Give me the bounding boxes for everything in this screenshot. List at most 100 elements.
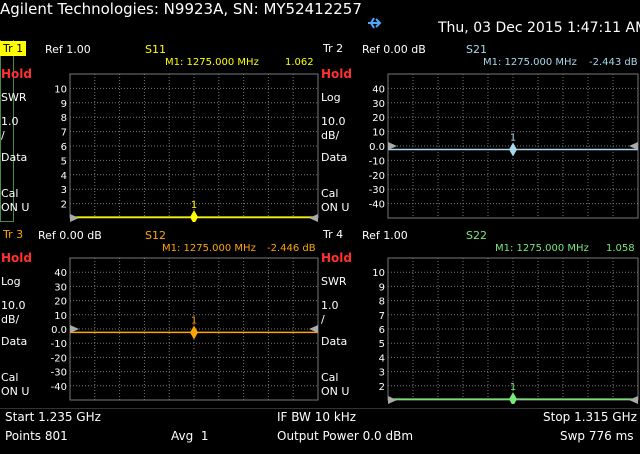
- panel-tr3[interactable]: Tr 3 Ref 0.00 dB S12 M1: 1275.000 MHz -2…: [0, 226, 320, 408]
- trace-tab-tr1[interactable]: Tr 1: [0, 41, 27, 56]
- cal-status: ON U: [1, 385, 30, 398]
- y-tick-label: 10: [372, 128, 385, 139]
- marker-value: 1.062: [285, 57, 314, 68]
- ref-arrow-right: [629, 142, 638, 150]
- y-tick-label: 8: [61, 113, 67, 124]
- y-tick-label: 9: [61, 99, 67, 110]
- y-tick-label: 20: [54, 297, 67, 308]
- average-count[interactable]: Avg 1: [171, 429, 209, 443]
- datetime: Thu, 03 Dec 2015 1:47:11 AM: [438, 20, 640, 36]
- start-frequency[interactable]: Start 1.235 GHz: [5, 410, 101, 424]
- trace-tab-tr3[interactable]: Tr 3: [3, 228, 24, 241]
- y-tick-label: -40: [51, 382, 67, 393]
- marker-number: 1: [191, 315, 197, 326]
- y-tick-label: 8: [379, 297, 385, 308]
- hold-status: Hold: [1, 67, 32, 81]
- ref-label: Ref 1.00: [362, 229, 408, 242]
- y-tick-label: 40: [372, 84, 385, 95]
- hold-status: Hold: [321, 67, 352, 81]
- ref-arrow-left: [388, 142, 397, 150]
- y-tick-label: -30: [369, 185, 385, 196]
- marker-value: -2.446 dB: [267, 243, 316, 254]
- param-label: S11: [145, 43, 166, 56]
- y-tick-label: 30: [372, 99, 385, 110]
- scale-label: 1.0: [321, 299, 339, 312]
- marker-number: 1: [510, 133, 516, 144]
- marker-readout: M1: 1275.000 MHz: [495, 243, 589, 254]
- param-label: S22: [466, 229, 487, 242]
- ref-arrow-right: [629, 396, 638, 404]
- cal-label: Cal: [1, 371, 19, 384]
- scale-label: 1.0: [1, 115, 19, 128]
- stop-frequency[interactable]: Stop 1.315 GHz: [543, 410, 637, 424]
- hold-status: Hold: [1, 251, 32, 265]
- y-tick-label: 0.0: [369, 142, 385, 153]
- scale-unit: /: [321, 313, 325, 326]
- y-tick-label: -30: [51, 368, 67, 379]
- y-tick-label: -20: [51, 353, 67, 364]
- y-tick-label: 3: [379, 368, 385, 379]
- y-tick-label: 10: [372, 268, 385, 279]
- ref-arrow-left: [388, 396, 397, 404]
- cal-status: ON U: [1, 201, 30, 214]
- ref-label: Ref 0.00 dB: [38, 229, 102, 242]
- y-tick-label: 5: [379, 339, 385, 350]
- scale-label: 10.0: [1, 299, 26, 312]
- if-bandwidth[interactable]: IF BW 10 kHz: [277, 410, 357, 424]
- y-tick-label: 0.0: [51, 325, 67, 336]
- scale-unit: dB/: [321, 129, 340, 142]
- sweep-time[interactable]: Swp 776 ms: [560, 429, 634, 443]
- ref-label: Ref 0.00 dB: [362, 43, 426, 56]
- panel-tr1[interactable]: Tr 1 Ref 1.00 S11 M1: 1275.000 MHz 1.062…: [0, 40, 320, 222]
- ref-arrow-left: [70, 325, 79, 333]
- y-tick-label: 6: [61, 142, 67, 153]
- cal-label: Cal: [321, 371, 339, 384]
- param-label: S12: [145, 229, 166, 242]
- y-tick-label: 5: [61, 156, 67, 167]
- panel-tr2[interactable]: Tr 2 Ref 0.00 dB S21 M1: 1275.000 MHz -2…: [320, 40, 640, 222]
- y-tick-label: 7: [379, 311, 385, 322]
- output-power[interactable]: Output Power 0.0 dBm: [277, 429, 414, 443]
- data-label: Data: [321, 151, 348, 164]
- cal-status: ON U: [321, 385, 350, 398]
- marker-diamond: [509, 392, 517, 404]
- format-label: SWR: [1, 91, 27, 104]
- points-count[interactable]: Points 801: [5, 429, 68, 443]
- y-tick-label: 4: [61, 171, 67, 182]
- hold-status: Hold: [321, 251, 352, 265]
- ref-arrow-left: [70, 214, 79, 222]
- format-label: SWR: [321, 275, 347, 288]
- ref-label: Ref 1.00: [45, 43, 91, 56]
- marker-diamond: [190, 210, 198, 222]
- marker-readout: M1: 1275.000 MHz: [483, 57, 577, 68]
- plot-s11[interactable]: 10 9 8 7 6 5 4 3 2 1: [46, 70, 320, 222]
- y-tick-label: 10: [54, 311, 67, 322]
- data-label: Data: [321, 335, 348, 348]
- trace-tab-tr2[interactable]: Tr 2: [323, 42, 344, 55]
- trace-tab-tr4[interactable]: Tr 4: [323, 228, 344, 241]
- y-tick-label: 7: [61, 128, 67, 139]
- marker-readout: M1: 1275.000 MHz: [165, 57, 259, 68]
- cal-label: Cal: [321, 187, 339, 200]
- plot-s12[interactable]: 40 30 20 10 0.0 -10 -20 -30 -40 1: [46, 254, 320, 404]
- ref-arrow-right: [309, 214, 318, 222]
- panel-tr4[interactable]: Tr 4 Ref 1.00 S22 M1: 1275.000 MHz 1.058…: [320, 226, 640, 408]
- marker-diamond: [190, 325, 198, 340]
- cal-status: ON U: [321, 201, 350, 214]
- y-tick-label: 3: [61, 185, 67, 196]
- y-tick-label: 4: [379, 353, 385, 364]
- usb-icon: [368, 17, 382, 29]
- y-tick-label: -10: [51, 339, 67, 350]
- ref-arrow-right: [309, 325, 318, 333]
- marker-value: 1.058: [606, 243, 635, 254]
- marker-readout: M1: 1275.000 MHz: [162, 243, 256, 254]
- scale-unit: dB/: [1, 313, 20, 326]
- plot-s22[interactable]: 10 9 8 7 6 5 4 3 2 1: [364, 254, 640, 404]
- plot-s21[interactable]: 40 30 20 10 0.0 -10 -20 -30 -40 1: [364, 70, 640, 222]
- cal-label: Cal: [1, 187, 19, 200]
- marker-number: 1: [510, 382, 516, 393]
- param-label: S21: [466, 43, 487, 56]
- y-tick-label: 40: [54, 268, 67, 279]
- marker-value: -2.443 dB: [589, 57, 638, 68]
- marker-diamond: [509, 142, 517, 157]
